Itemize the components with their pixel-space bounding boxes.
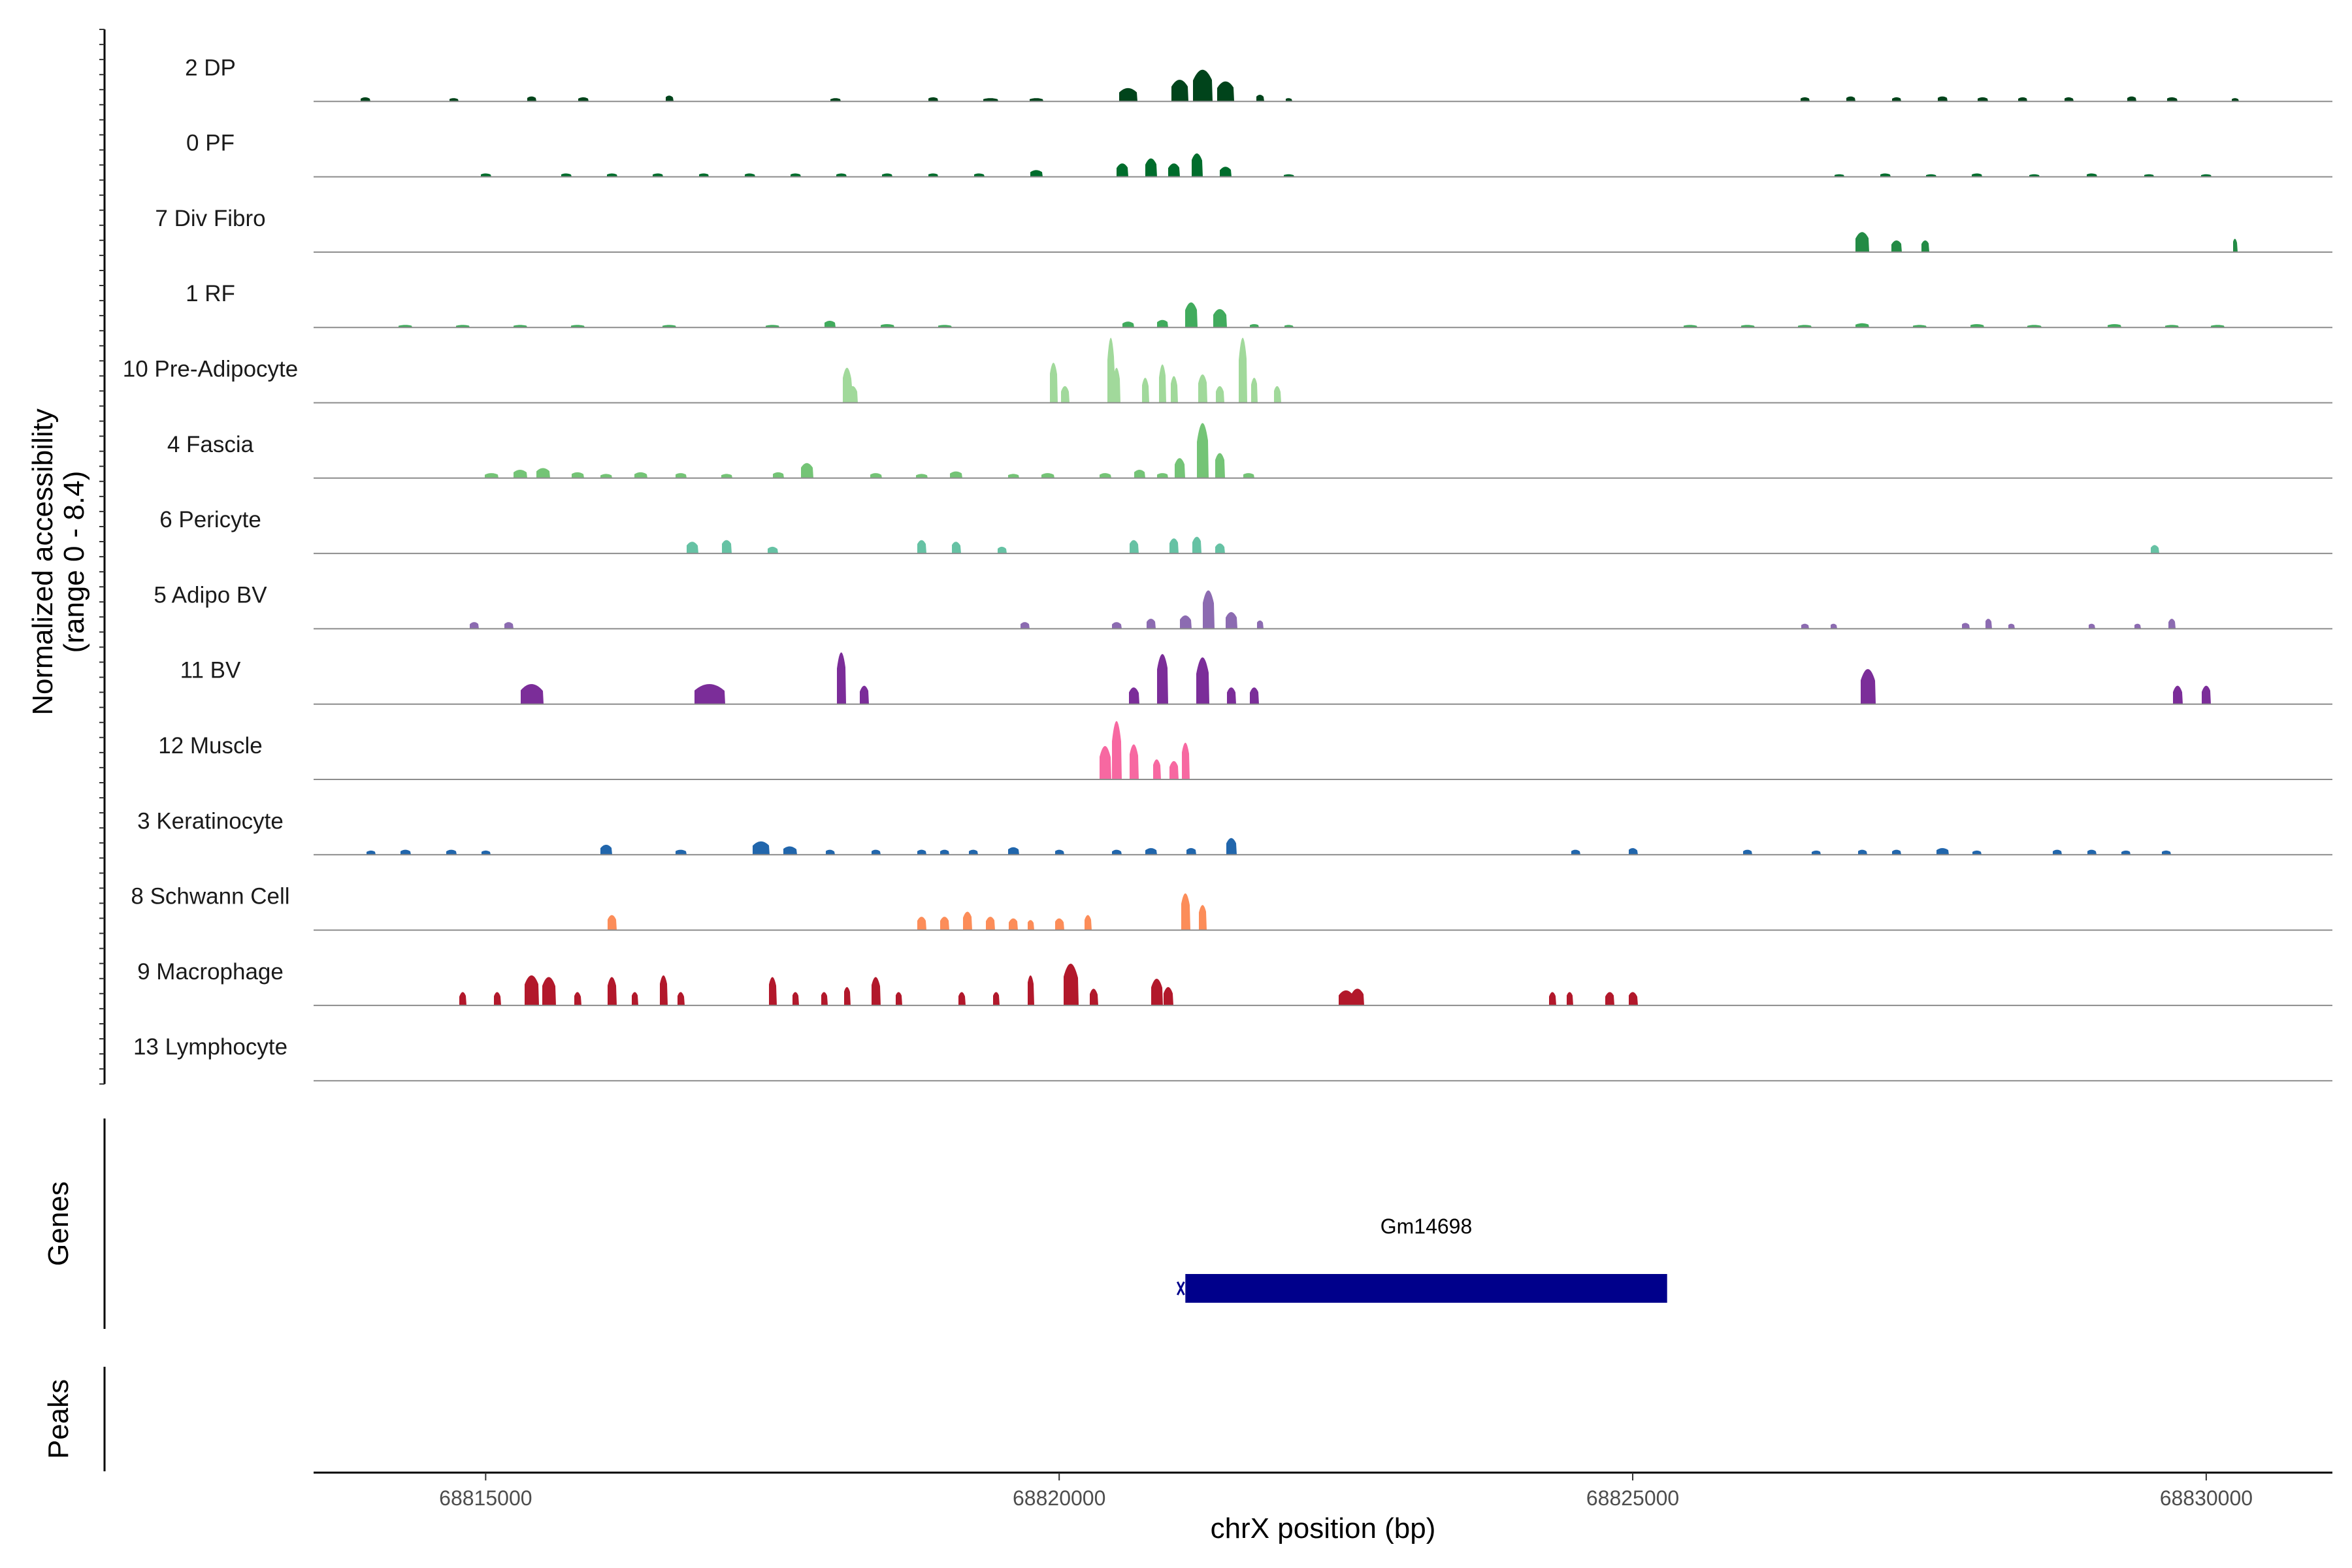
track-label-13-lymphocyte: 13 Lymphocyte: [133, 1034, 287, 1060]
coverage-area-10-pre-adipocyte: [843, 337, 1281, 403]
genes-panel-label: Genes: [42, 1181, 74, 1266]
coverage-area-9-macrophage: [459, 964, 1638, 1005]
track-areas: [361, 69, 2239, 1005]
track-label-10-pre-adipocyte: 10 Pre-Adipocyte: [123, 357, 298, 382]
coverage-area-4-fascia: [485, 423, 1254, 478]
y-axis-title: Normalized accessibility: [27, 408, 59, 715]
y-axis-range-label: (range 0 - 8.4): [58, 471, 90, 653]
track-label-5-adipo-bv: 5 Adipo BV: [154, 582, 267, 608]
x-axis-ticks: 68815000 68820000 68825000 68830000: [439, 1473, 2253, 1510]
track-label-11-bv: 11 BV: [180, 658, 241, 683]
peaks-panel-label: Peaks: [42, 1379, 74, 1459]
coverage-area-0-pf: [481, 153, 2212, 177]
track-label-8-schwann-cell: 8 Schwann Cell: [131, 884, 289, 909]
track-label-1-rf: 1 RF: [186, 281, 235, 306]
track-label-2-dp: 2 DP: [185, 55, 236, 80]
gene-body: [1185, 1274, 1667, 1303]
gene-label: Gm14698: [1380, 1215, 1473, 1238]
coverage-area-12-muscle: [1100, 721, 1190, 779]
x-tick-label: 68815000: [439, 1486, 532, 1510]
x-axis-title: chrX position (bp): [1211, 1512, 1436, 1544]
track-label-7-div-fibro: 7 Div Fibro: [155, 206, 265, 231]
coverage-area-7-div-fibro: [1855, 232, 2238, 252]
track-labels: 2 DP 0 PF 7 Div Fibro 1 RF 10 Pre-Adipocyte 4…: [123, 55, 298, 1060]
track-label-4-fascia: 4 Fascia: [167, 432, 254, 457]
x-tick-label: 68825000: [1586, 1486, 1679, 1510]
x-tick-label: 68830000: [2160, 1486, 2253, 1510]
coverage-area-11-bv: [521, 652, 2211, 704]
gene-strand-marker: [1176, 1281, 1185, 1296]
genes-track: Gm14698: [1176, 1215, 1667, 1303]
track-baselines: [314, 101, 2332, 1082]
coverage-area-8-schwann-cell: [608, 893, 1207, 930]
x-tick-label: 68820000: [1013, 1486, 1105, 1510]
track-label-12-muscle: 12 Muscle: [158, 733, 263, 759]
track-label-6-pericyte: 6 Pericyte: [159, 507, 261, 532]
track-label-9-macrophage: 9 Macrophage: [137, 959, 284, 985]
y-axis: [99, 29, 106, 1085]
track-label-3-keratinocyte: 3 Keratinocyte: [137, 808, 284, 834]
track-label-0-pf: 0 PF: [186, 131, 235, 156]
